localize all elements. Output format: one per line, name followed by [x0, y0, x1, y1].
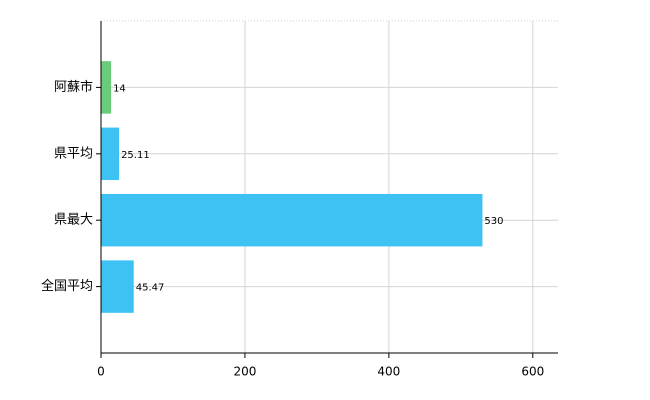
bar	[101, 260, 134, 313]
y-tick-label: 県平均	[54, 146, 93, 161]
x-tick-label: 600	[521, 365, 544, 379]
value-label: 45.47	[136, 283, 165, 294]
y-tick-label: 全国平均	[41, 278, 93, 294]
y-tick-label: 県最大	[54, 213, 93, 228]
bar	[101, 127, 120, 181]
bar	[101, 61, 112, 114]
x-tick-label: 200	[233, 365, 256, 379]
value-label: 14	[113, 83, 126, 94]
x-tick-label: 400	[377, 365, 400, 379]
value-label: 25.11	[121, 150, 150, 161]
value-label: 530	[484, 216, 503, 227]
y-tick-label: 阿蘇市	[54, 79, 93, 95]
bar	[101, 193, 483, 247]
x-tick-label: 0	[97, 365, 105, 379]
